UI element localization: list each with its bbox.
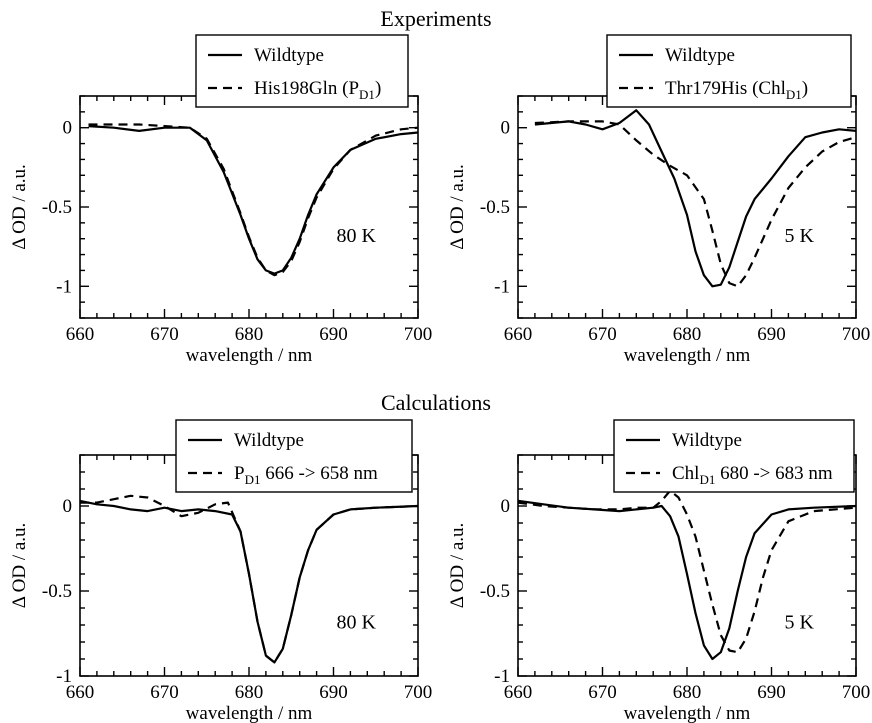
chart-top-right-series-line-solid (534, 109, 856, 288)
chart-bottom-right-x-tick-label: 700 (842, 682, 871, 703)
chart-top-right-x-tick-label: 680 (673, 324, 702, 345)
chart-bottom-left-legend: Wildtype PD1 666 -> 658 nm (175, 419, 413, 493)
chart-bottom-left-y-tick-label: 0 (63, 496, 73, 517)
chart-bottom-left: 660 670 680 690 700 0 -0.5 -1 wavelength / nm Δ O… (9, 419, 433, 723)
chart-top-right-series-line-dashed (534, 120, 856, 288)
chart-bottom-right-series-group (518, 489, 856, 661)
chart-bottom-right-series-line-solid (518, 499, 856, 661)
chart-top-left-series-line-solid (88, 125, 418, 275)
section-title-calculations: Calculations (381, 390, 491, 415)
chart-top-right-x-tick-label: 670 (588, 324, 617, 345)
chart-bottom-left-y-axis-label: Δ OD / a.u. (9, 523, 30, 609)
chart-bottom-right-legend-label: ChlD1 680 -> 683 nm (672, 463, 833, 487)
chart-bottom-left-y-tick-label: -1 (56, 666, 72, 687)
chart-panels: 660 670 680 690 700 0 -0.5 -1 wavelength / nm Δ O… (9, 34, 871, 723)
chart-bottom-right-x-tick-label: 690 (757, 682, 786, 703)
chart-top-left-temperature-annotation: 80 K (337, 225, 377, 247)
chart-top-left-x-tick-label: 670 (150, 324, 179, 345)
chart-top-right-legend-label: Thr179His (ChlD1) (665, 78, 808, 102)
chart-bottom-right-y-tick-label: -1 (494, 666, 510, 687)
chart-top-left-legend-label: Wildtype (254, 45, 324, 66)
chart-top-left-x-tick-label: 690 (319, 324, 348, 345)
chart-bottom-left-x-tick-label: 690 (319, 682, 348, 703)
chart-top-right-legend-label: Wildtype (665, 45, 735, 66)
chart-top-right-y-tick-label: -0.5 (480, 197, 510, 218)
chart-top-right-plot-frame (517, 95, 857, 319)
chart-top-right-x-tick-label: 660 (504, 324, 533, 345)
chart-top-left-y-tick-label: 0 (63, 118, 73, 139)
chart-top-right-legend-box (606, 34, 852, 108)
chart-bottom-right-y-axis-label: Δ OD / a.u. (447, 523, 468, 609)
chart-bottom-right-series-line-dashed (518, 489, 856, 654)
chart-top-left-legend-box (195, 34, 409, 108)
chart-bottom-right-legend: Wildtype ChlD1 680 -> 683 nm (613, 419, 855, 493)
chart-bottom-left-legend-label: Wildtype (234, 430, 304, 451)
chart-bottom-right-y-tick-label: 0 (501, 496, 511, 517)
chart-bottom-right-temperature-annotation: 5 K (785, 611, 815, 633)
chart-bottom-right-y-tick-label: -0.5 (480, 581, 510, 602)
chart-bottom-left-legend-box (175, 419, 413, 493)
chart-top-right-x-tick-label: 700 (842, 324, 871, 345)
chart-bottom-left-temperature-annotation: 80 K (337, 611, 377, 633)
chart-top-left-y-tick-label: -1 (56, 276, 72, 297)
chart-bottom-left-x-tick-label: 660 (66, 682, 95, 703)
chart-top-left: 660 670 680 690 700 0 -0.5 -1 wavelength / nm Δ O… (9, 34, 433, 366)
section-title-experiments: Experiments (380, 6, 491, 31)
chart-top-right: 660 670 680 690 700 0 -0.5 -1 wavelength / nm Δ O… (447, 34, 871, 366)
chart-bottom-left-series-group (80, 494, 418, 664)
chart-bottom-left-x-tick-label: 670 (150, 682, 179, 703)
chart-top-left-y-tick-label: -0.5 (42, 197, 72, 218)
chart-top-left-x-tick-label: 660 (66, 324, 95, 345)
chart-top-right-x-axis-label: wavelength / nm (624, 345, 751, 366)
chart-bottom-right-x-tick-label: 670 (588, 682, 617, 703)
chart-bottom-right: 660 670 680 690 700 0 -0.5 -1 wavelength / nm Δ O… (447, 419, 871, 723)
chart-bottom-left-y-tick-label: -0.5 (42, 581, 72, 602)
chart-bottom-right-legend-box (613, 419, 855, 493)
chart-bottom-right-x-tick-label: 660 (504, 682, 533, 703)
chart-bottom-left-series-line-dashed (80, 494, 418, 664)
chart-top-left-legend-label: His198Gln (PD1) (254, 78, 381, 102)
chart-top-right-x-tick-label: 690 (757, 324, 786, 345)
chart-top-right-temperature-annotation: 5 K (785, 225, 815, 247)
chart-bottom-right-legend-label: Wildtype (672, 430, 742, 451)
chart-bottom-left-x-tick-label: 680 (235, 682, 264, 703)
chart-top-left-x-tick-label: 700 (404, 324, 433, 345)
chart-bottom-right-x-tick-label: 680 (673, 682, 702, 703)
chart-top-left-x-tick-label: 680 (235, 324, 264, 345)
chart-bottom-right-x-axis-label: wavelength / nm (624, 703, 751, 723)
chart-bottom-left-series-line-solid (80, 499, 418, 664)
chart-top-left-series-group (88, 123, 418, 277)
chart-bottom-left-legend-label: PD1 666 -> 658 nm (234, 463, 378, 487)
chart-top-left-y-axis-label: Δ OD / a.u. (9, 164, 30, 250)
chart-top-right-y-axis-label: Δ OD / a.u. (447, 164, 468, 250)
chart-top-right-y-tick-label: -1 (494, 276, 510, 297)
chart-top-left-series-line-dashed (88, 123, 418, 277)
chart-top-left-x-axis-label: wavelength / nm (186, 345, 313, 366)
chart-top-right-y-tick-label: 0 (501, 118, 511, 139)
chart-top-right-legend: Wildtype Thr179His (ChlD1) (606, 34, 852, 108)
chart-bottom-left-x-axis-label: wavelength / nm (186, 703, 313, 723)
chart-top-left-legend: Wildtype His198Gln (PD1) (195, 34, 409, 108)
chart-bottom-left-x-tick-label: 700 (404, 682, 433, 703)
chart-top-right-series-group (534, 109, 856, 288)
